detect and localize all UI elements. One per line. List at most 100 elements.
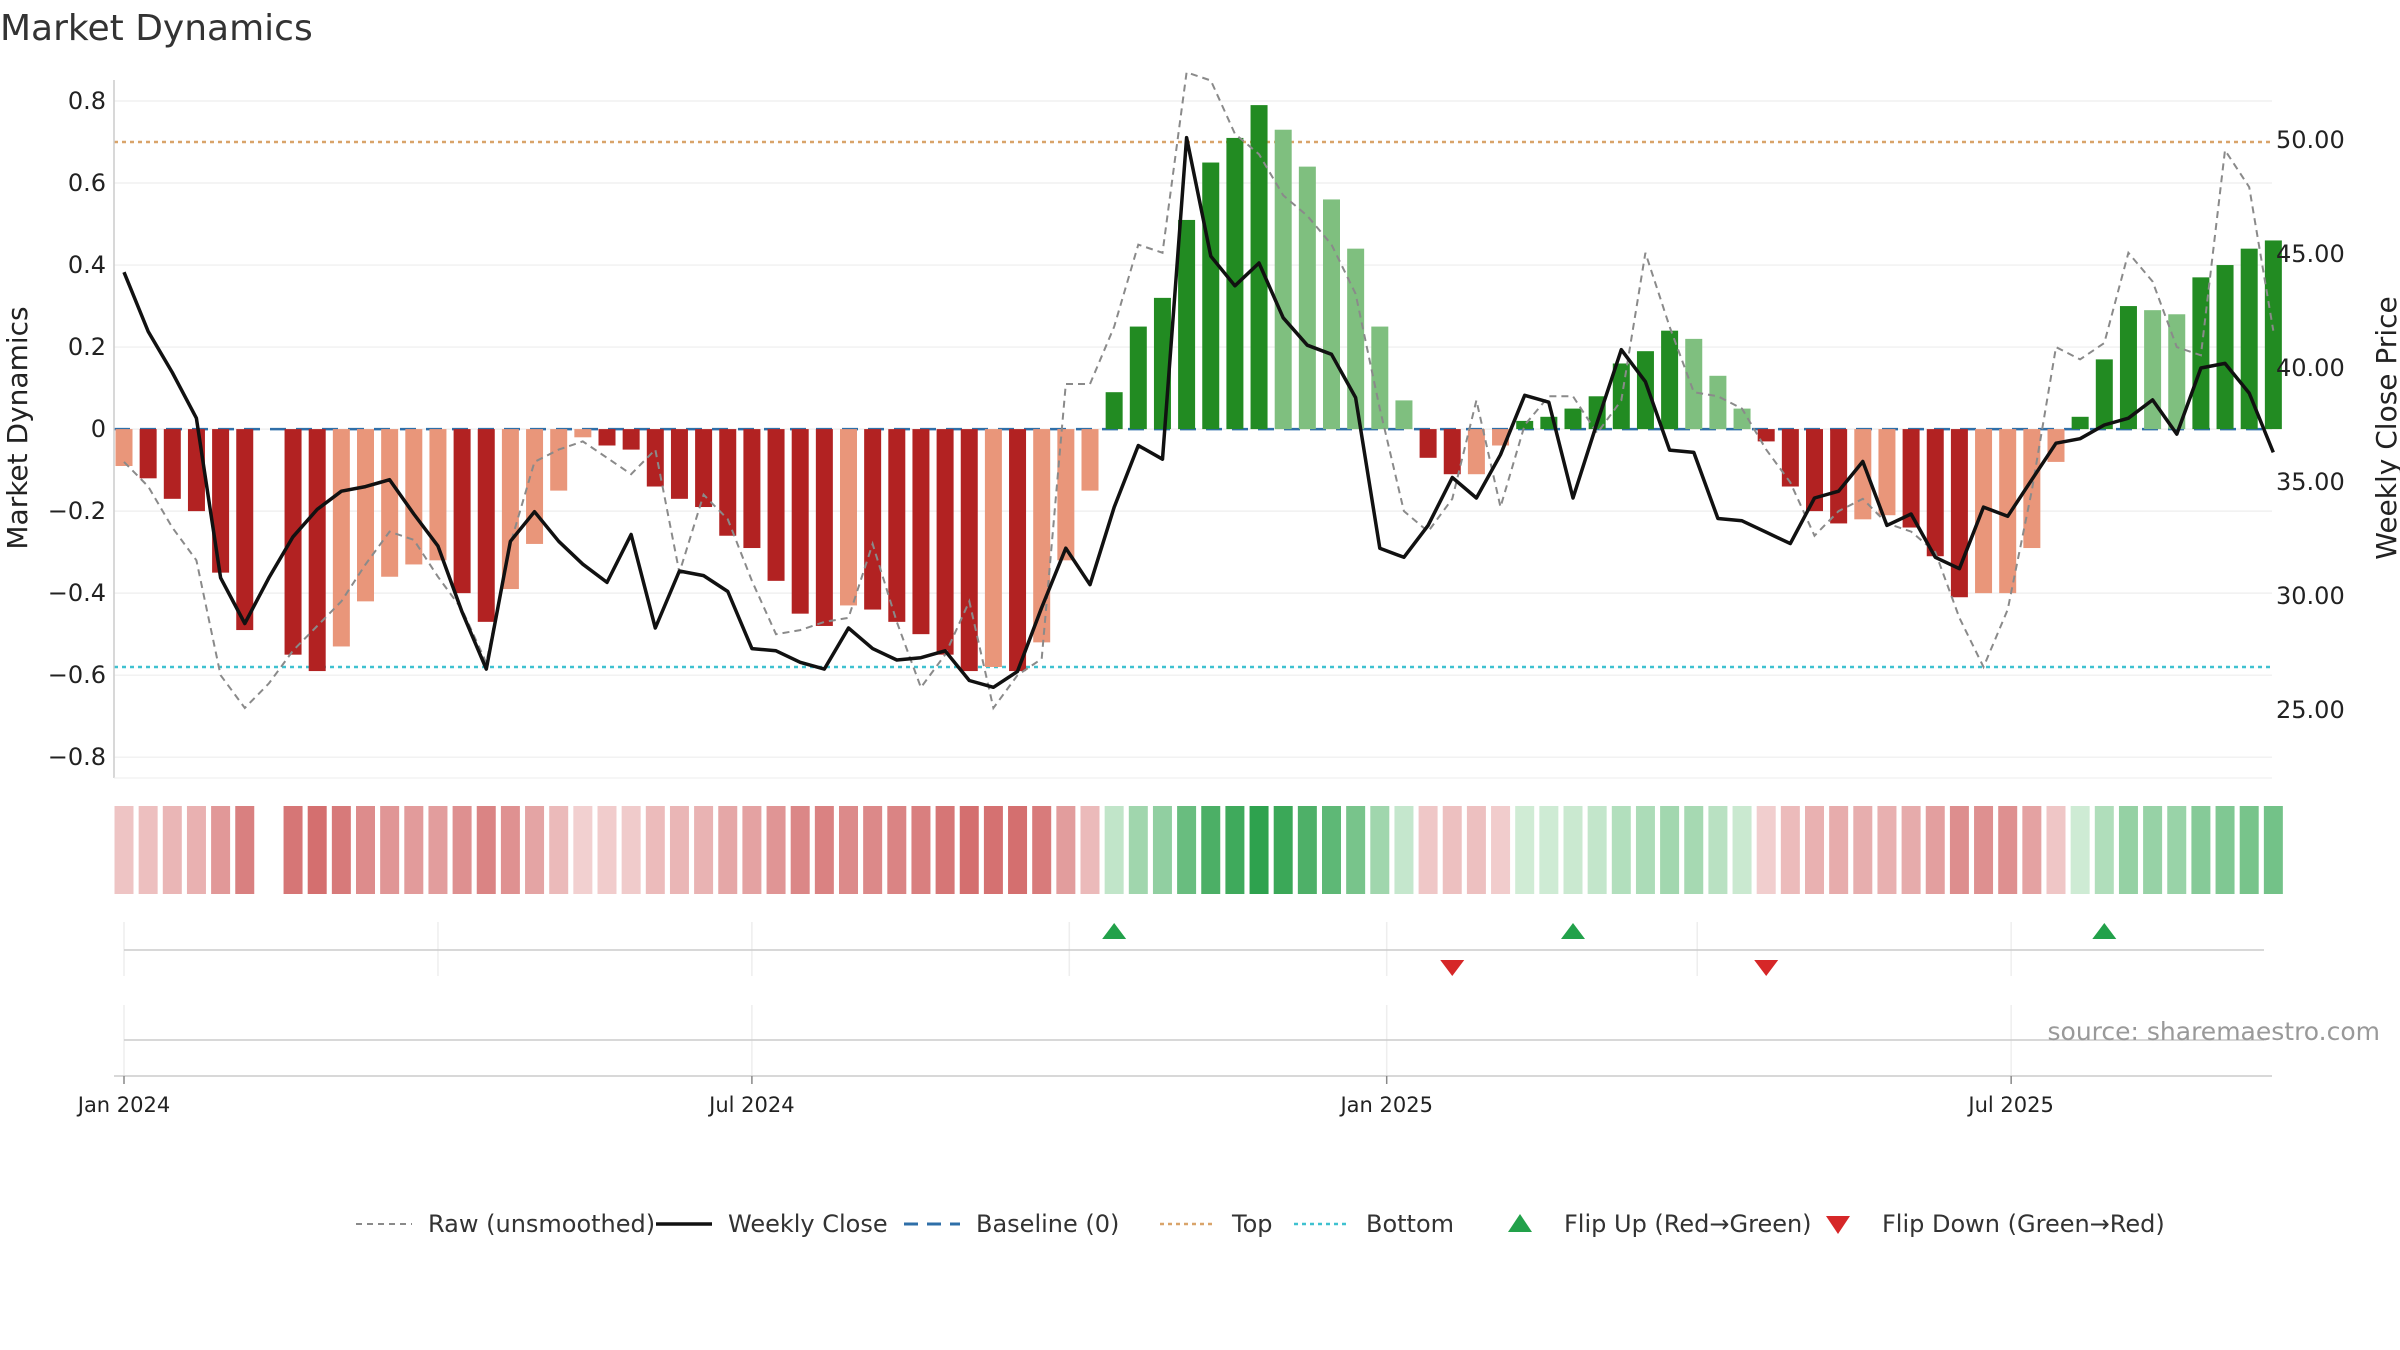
y-tick-label: 0.6	[68, 169, 106, 197]
series-lines	[122, 70, 2275, 711]
dynamics-bar	[308, 429, 326, 672]
y-tick-label: −0.6	[48, 661, 106, 689]
heat-cell	[2167, 806, 2187, 894]
dynamics-bar	[2119, 306, 2137, 430]
heat-cell	[1611, 806, 1631, 894]
dynamics-bar	[550, 429, 568, 491]
heat-cell	[2118, 806, 2138, 894]
heat-cell	[1249, 806, 1269, 894]
y-tick-label: 0.2	[68, 333, 106, 361]
dynamics-bar	[1105, 392, 1123, 430]
y-tick-label: 0.8	[68, 87, 106, 115]
heat-cell	[935, 806, 955, 894]
heat-cell	[1901, 806, 1921, 894]
legend-label: Raw (unsmoothed)	[428, 1210, 655, 1238]
heat-cell	[1152, 806, 1172, 894]
dynamics-bar	[477, 429, 495, 622]
dynamics-bar	[840, 429, 857, 606]
heat-cell	[1925, 806, 1945, 894]
dynamics-bar	[2240, 248, 2258, 430]
dynamics-bar	[1009, 429, 1027, 672]
dynamics-bar	[1999, 429, 2017, 594]
heat-cell	[138, 806, 158, 894]
heat-cell	[1394, 806, 1414, 894]
heat-cell	[1732, 806, 1752, 894]
heat-cell	[186, 806, 206, 894]
heat-cell	[1829, 806, 1849, 894]
dynamics-bar	[1129, 326, 1147, 430]
heat-cell	[2239, 806, 2259, 894]
dynamics-bar	[1467, 429, 1485, 475]
heat-cell	[1708, 806, 1728, 894]
dynamics-bar	[1709, 375, 1727, 430]
dynamics-bar	[622, 429, 640, 450]
heat-cell	[1780, 806, 1800, 894]
dynamics-bar	[912, 429, 930, 635]
dynamics-bar	[1757, 429, 1775, 442]
heat-cell	[114, 806, 134, 894]
dynamics-bar	[719, 429, 737, 536]
y2-axis-ticks: 50.00 45.00 40.00 35.00 30.00 25.00	[2276, 126, 2345, 724]
dynamics-bar	[2071, 416, 2089, 430]
dynamics-bar	[429, 429, 447, 561]
dynamics-bar	[187, 429, 205, 512]
heat-cell	[1587, 806, 1607, 894]
dynamics-bar	[2168, 314, 2186, 430]
x-tick-label: Jul 2025	[1966, 1093, 2053, 1117]
heat-cell	[1032, 806, 1052, 894]
heat-cell	[307, 806, 327, 894]
y2-tick-label: 50.00	[2276, 126, 2345, 154]
heat-cell	[1877, 806, 1897, 894]
dynamics-bar	[1854, 429, 1872, 520]
x-tick-label: Jan 2024	[76, 1093, 171, 1117]
heat-cell	[1805, 806, 1824, 894]
dynamics-bar	[405, 429, 423, 565]
dynamics-bar	[381, 429, 399, 577]
legend-item: Top	[1160, 1210, 1273, 1238]
flip-down-marker	[1754, 960, 1779, 976]
heat-cell	[1225, 806, 1245, 894]
heat-cell	[1974, 806, 1994, 894]
heat-cell	[1056, 806, 1076, 894]
heat-cell	[2263, 806, 2283, 894]
heat-cell	[669, 806, 689, 894]
dynamics-bar	[1274, 129, 1292, 430]
dynamics-bar	[1178, 219, 1196, 430]
dynamics-bar	[115, 429, 133, 467]
heat-cell	[887, 806, 907, 894]
dynamics-bar	[1950, 429, 1968, 598]
heat-cell	[1418, 806, 1438, 894]
heat-cell	[356, 806, 375, 894]
dynamics-bar	[646, 429, 664, 487]
heat-cell	[1128, 806, 1148, 894]
legend-item: Flip Up (Red→Green)	[1508, 1210, 1812, 1238]
heat-cell	[331, 806, 351, 894]
legend-swatch	[1826, 1216, 1850, 1234]
raw-series-line	[123, 70, 2275, 711]
dynamics-bar	[2192, 277, 2210, 430]
y2-tick-label: 45.00	[2276, 240, 2345, 268]
dynamics-bar	[1781, 429, 1799, 487]
dynamics-bar	[743, 429, 761, 549]
heat-cell	[283, 806, 303, 894]
legend-label: Flip Down (Green→Red)	[1882, 1210, 2165, 1238]
dynamics-bar	[332, 429, 350, 647]
heat-cell	[742, 806, 762, 894]
dynamics-bar	[1564, 408, 1582, 430]
heat-cell	[1563, 806, 1583, 894]
y-tick-label: −0.8	[48, 743, 106, 771]
legend-label: Top	[1231, 1210, 1273, 1238]
dynamics-bar	[1733, 408, 1751, 430]
dynamics-bar	[1347, 248, 1365, 430]
heat-cell	[766, 806, 786, 894]
heat-cell	[839, 806, 858, 894]
legend-swatch	[1508, 1214, 1532, 1232]
y2-axis-label: Weekly Close Price	[2370, 296, 2400, 559]
heat-cell	[1177, 806, 1197, 894]
heat-cell	[1008, 806, 1028, 894]
chart-title: Market Dynamics	[0, 8, 313, 49]
heat-cell	[2046, 806, 2066, 894]
dynamics-bar	[598, 429, 616, 446]
y-tick-label: 0	[91, 415, 106, 443]
